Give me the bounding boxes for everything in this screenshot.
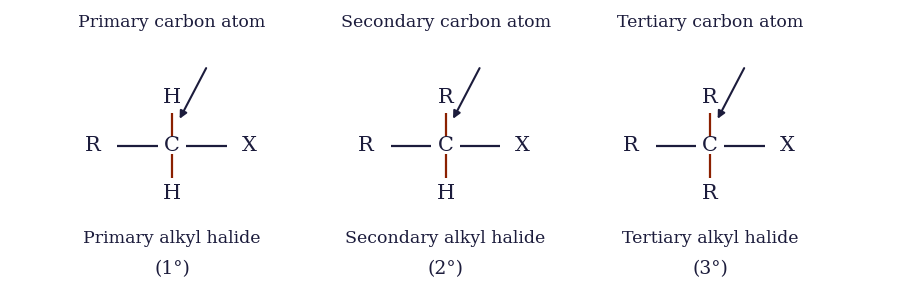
Text: R: R xyxy=(358,136,374,155)
Text: X: X xyxy=(241,136,256,155)
Text: (1°): (1°) xyxy=(154,260,190,278)
Text: R: R xyxy=(623,136,639,155)
Text: C: C xyxy=(702,136,718,155)
Text: Tertiary alkyl halide: Tertiary alkyl halide xyxy=(622,230,798,247)
Text: Primary alkyl halide: Primary alkyl halide xyxy=(84,230,261,247)
Text: Secondary alkyl halide: Secondary alkyl halide xyxy=(346,230,545,247)
Text: H: H xyxy=(163,88,181,107)
Text: H: H xyxy=(163,184,181,203)
Text: C: C xyxy=(164,136,180,155)
Text: H: H xyxy=(436,184,454,203)
Text: C: C xyxy=(437,136,454,155)
Text: R: R xyxy=(702,88,718,107)
Text: R: R xyxy=(85,136,101,155)
Text: Tertiary carbon atom: Tertiary carbon atom xyxy=(617,14,804,31)
Text: Secondary carbon atom: Secondary carbon atom xyxy=(340,14,551,31)
Text: R: R xyxy=(437,88,454,107)
Text: X: X xyxy=(779,136,795,155)
Text: (2°): (2°) xyxy=(428,260,464,278)
Text: Primary carbon atom: Primary carbon atom xyxy=(78,14,266,31)
Text: R: R xyxy=(702,184,718,203)
Text: (3°): (3°) xyxy=(692,260,728,278)
Text: X: X xyxy=(515,136,530,155)
